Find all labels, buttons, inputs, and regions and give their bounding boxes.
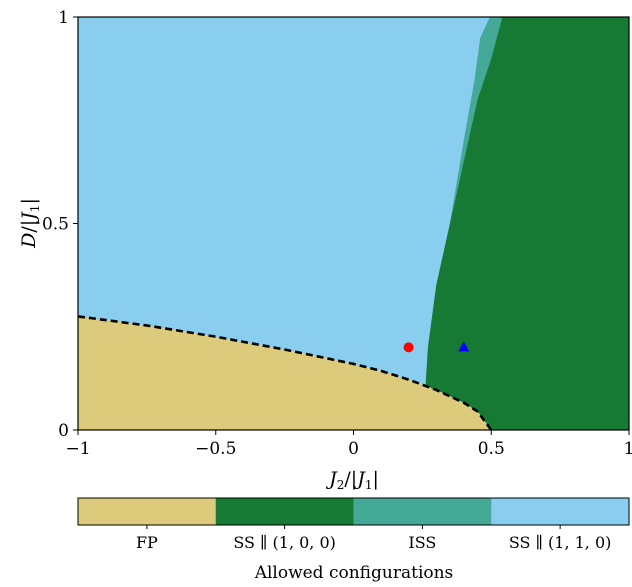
- colorbar-title: Allowed configurations: [254, 563, 454, 583]
- colorbar-label: SS ∥ (1, 0, 0): [233, 533, 336, 552]
- y-axis: 00.51: [42, 8, 78, 441]
- colorbar-labels: FP SS ∥ (1, 0, 0) ISS SS ∥ (1, 1, 0): [136, 525, 611, 552]
- marker-triangle: [458, 341, 470, 352]
- colorbar-swatch: [353, 498, 492, 525]
- fp-boundary-line: [77, 315, 493, 431]
- x-axis-label: J2/|J1|: [325, 468, 379, 492]
- y-tick-label: 0: [58, 421, 69, 441]
- markers: [403, 341, 470, 353]
- colorbar-swatch: [215, 498, 354, 525]
- x-tick-label: −1: [65, 439, 90, 459]
- x-tick-label: 0: [348, 439, 359, 459]
- colorbar-label: SS ∥ (1, 1, 0): [509, 533, 612, 552]
- phase-ss-100: [425, 17, 629, 430]
- x-tick-label: 0.5: [478, 439, 505, 459]
- y-axis-label: D/|J1|: [18, 198, 42, 249]
- marker-circle: [403, 342, 414, 353]
- colorbar-frame: [77, 497, 630, 526]
- colorbar-label: ISS: [408, 533, 436, 552]
- colorbar-label: FP: [136, 533, 158, 552]
- y-tick-label: 0.5: [42, 215, 69, 235]
- colorbar-swatch: [78, 498, 217, 525]
- x-tick-label: 1: [624, 439, 632, 459]
- y-tick-label: 1: [58, 8, 69, 28]
- x-axis: −1 −0.5 0 0.5 1: [65, 430, 632, 459]
- phase-fp: [78, 316, 492, 430]
- x-tick-label: −0.5: [195, 439, 236, 459]
- colorbar: [77, 497, 630, 526]
- plot-area: [77, 16, 630, 431]
- colorbar-swatch: [491, 498, 630, 525]
